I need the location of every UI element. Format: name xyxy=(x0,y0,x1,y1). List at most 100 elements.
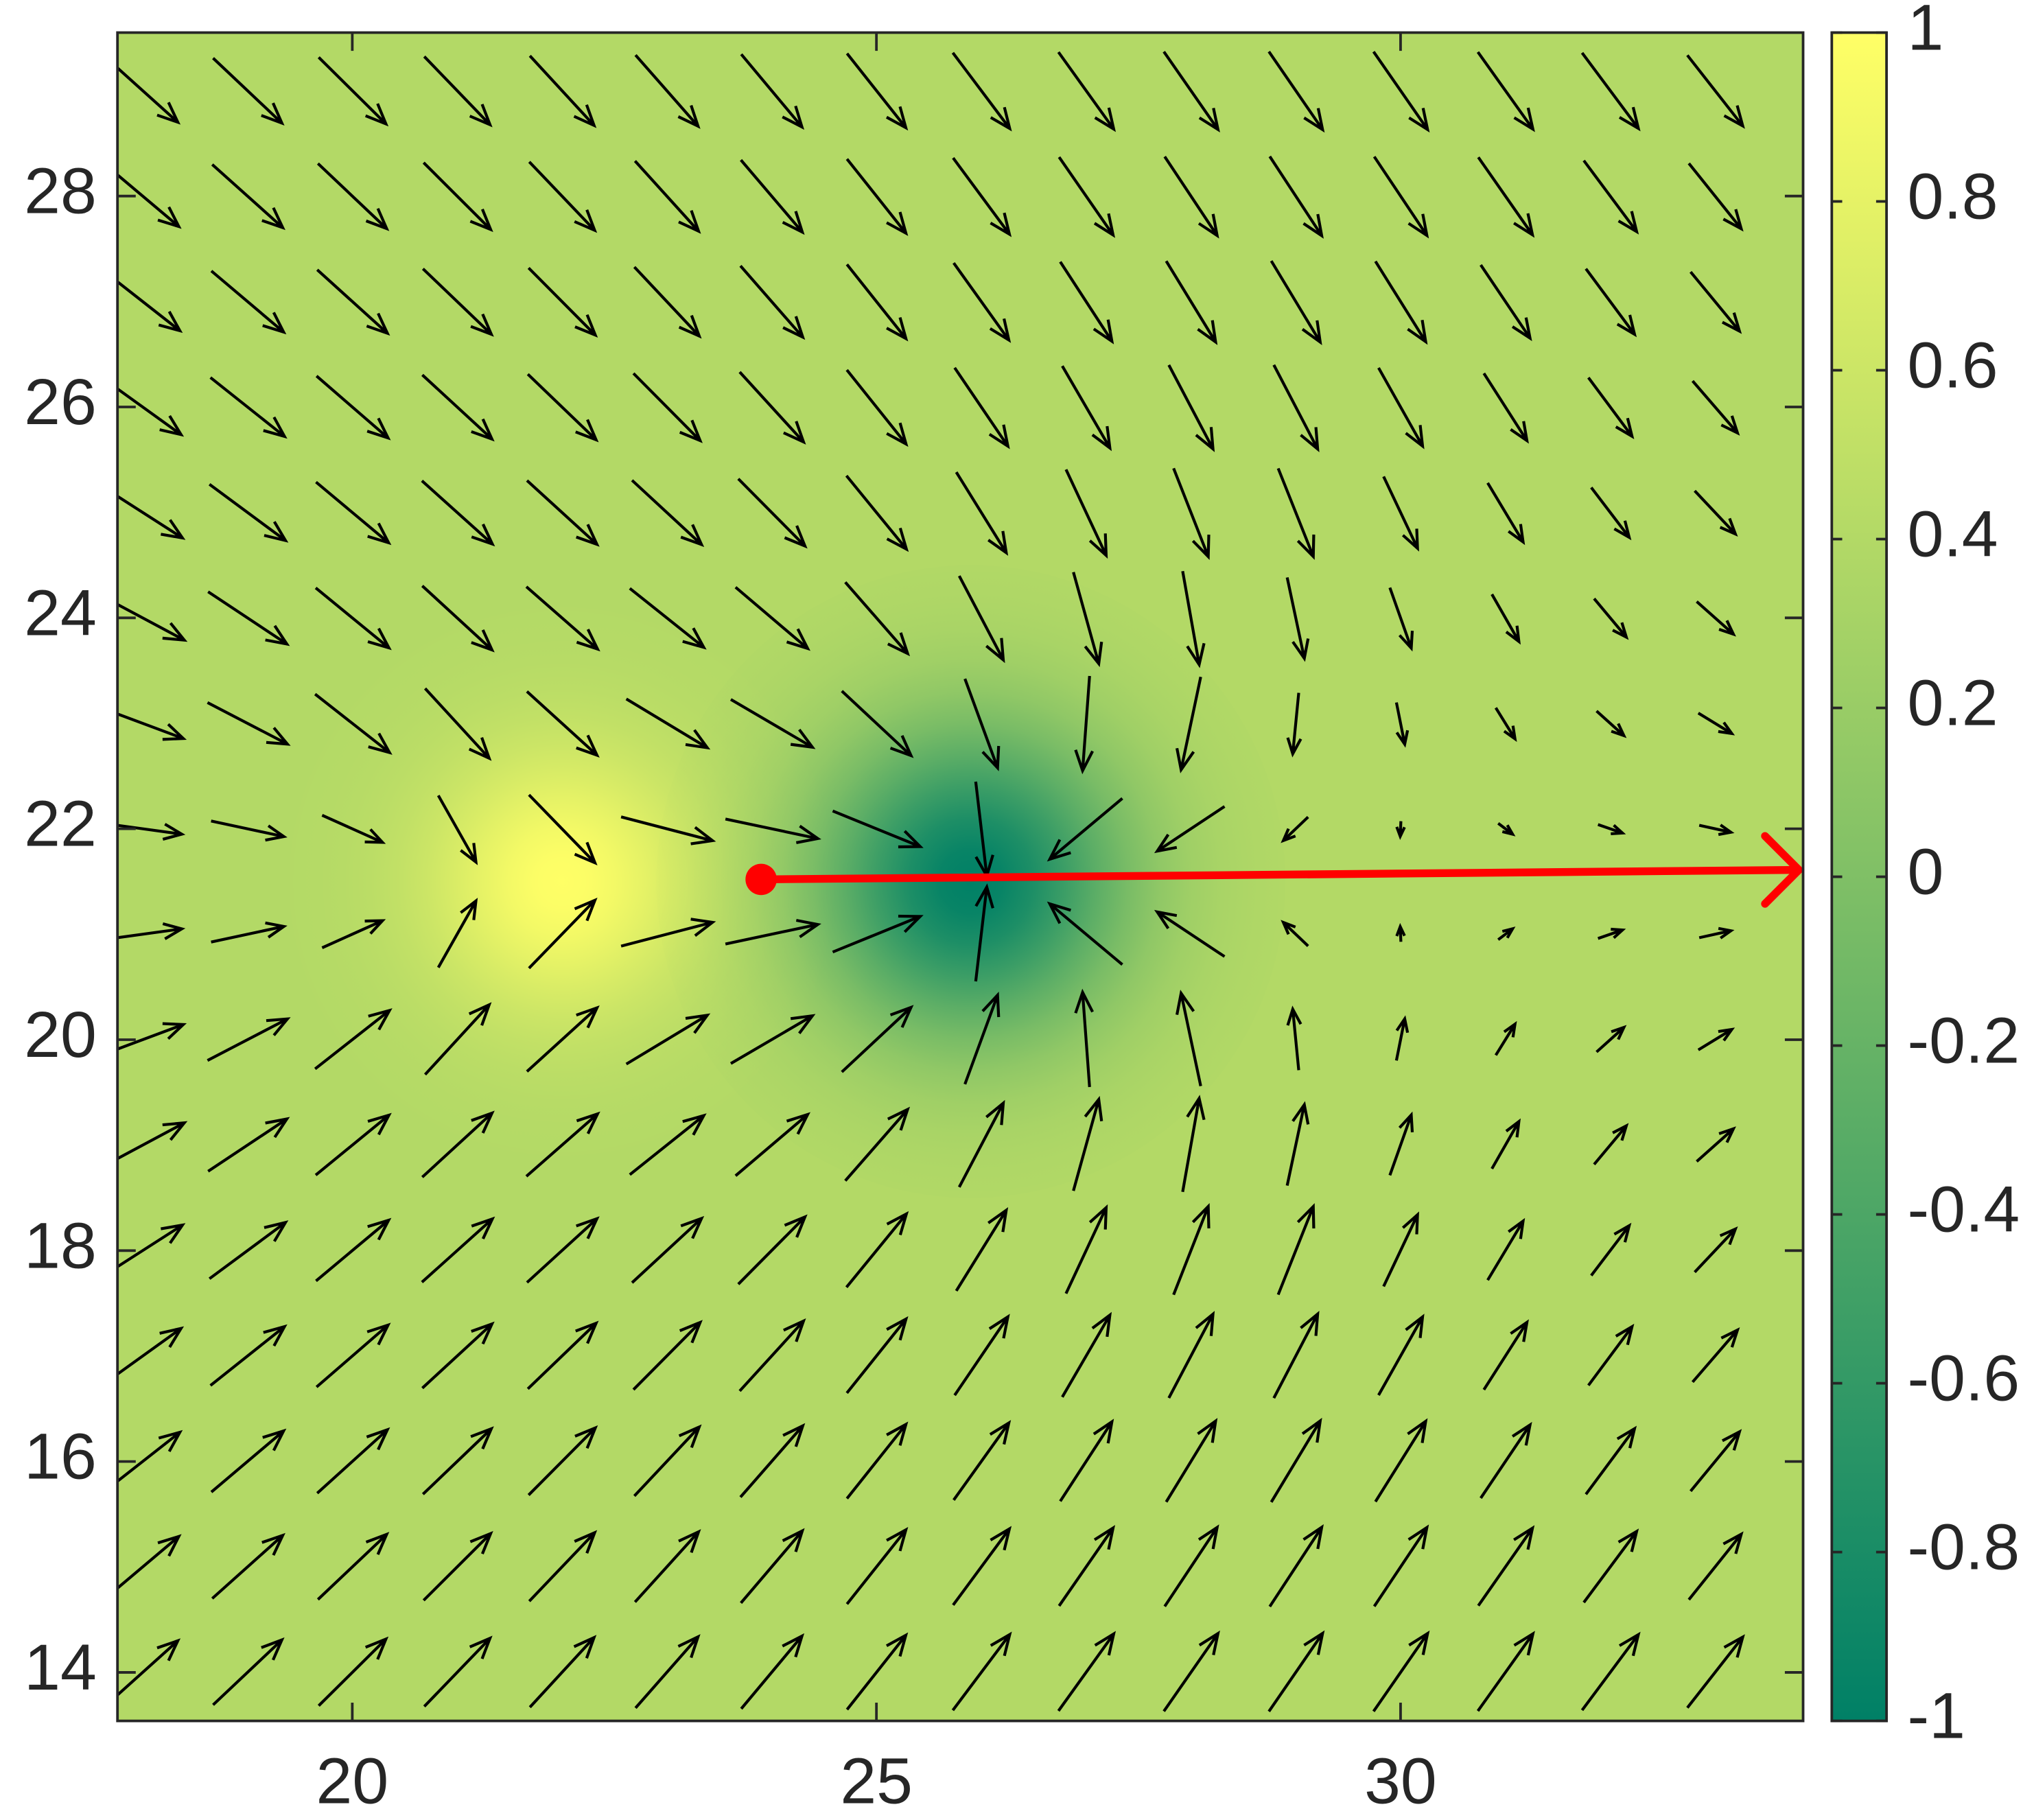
quiver-arrow xyxy=(633,1529,701,1603)
trajectory xyxy=(761,865,1799,884)
quiver-arrow xyxy=(526,373,599,443)
quiver-arrow xyxy=(317,1636,389,1707)
quiver-arrow xyxy=(1696,1126,1736,1163)
quiver-arrow xyxy=(315,480,392,546)
quiver-arrow xyxy=(1064,1204,1108,1294)
x-tick-label: 25 xyxy=(840,1745,913,1818)
quiver-arrow xyxy=(1272,364,1320,452)
quiver-arrow xyxy=(1394,702,1410,748)
quiver-arrow xyxy=(1286,1005,1302,1071)
quiver-arrow xyxy=(1372,51,1430,133)
quiver-arrow xyxy=(527,266,598,338)
quiver-arrow xyxy=(209,1324,288,1387)
colorbar-tick-label: 1 xyxy=(1908,0,1944,65)
quiver-arrow xyxy=(1690,270,1742,334)
quiver-arrow xyxy=(528,897,598,970)
quiver-arrow xyxy=(1480,1421,1532,1500)
quiver-arrow xyxy=(422,1530,493,1602)
quiver-arrow xyxy=(1587,1323,1635,1386)
quiver-arrow xyxy=(1374,260,1428,345)
quiver-arrow xyxy=(421,268,494,337)
quiver-arrow xyxy=(315,375,391,441)
trajectory-start xyxy=(745,863,777,896)
quiver-arrow xyxy=(737,1214,808,1285)
quiver-arrow xyxy=(1154,909,1226,958)
quiver-arrow xyxy=(421,1110,495,1178)
quiver-arrow xyxy=(845,369,909,447)
quiver-arrow xyxy=(1047,901,1123,966)
x-tick-label: 20 xyxy=(316,1745,389,1818)
quiver-arrow xyxy=(1167,364,1215,452)
quiver-arrow xyxy=(528,54,597,128)
quiver-arrow xyxy=(526,1005,600,1073)
quiver-arrow xyxy=(1476,1631,1535,1712)
quiver-arrow xyxy=(422,161,493,233)
quiver-arrow xyxy=(1482,372,1529,444)
quiver-arrow xyxy=(314,587,392,651)
quiver-arrow xyxy=(625,1013,711,1066)
colorbar-tick-label: 0.4 xyxy=(1908,498,1998,571)
quiver-arrow xyxy=(620,815,716,845)
quiver-arrow xyxy=(952,156,1012,237)
quiver-arrow xyxy=(845,1632,909,1711)
quiver-arrow xyxy=(633,266,702,339)
quiver-arrow xyxy=(527,1425,598,1496)
quiver-arrow xyxy=(1059,1419,1114,1502)
quiver-arrow xyxy=(1697,1027,1735,1051)
quiver-arrow xyxy=(1162,51,1220,133)
colorbar-tick-label: 0.6 xyxy=(1908,329,1998,402)
quiver-arrow xyxy=(739,265,806,340)
colorbar-tick-label: 0 xyxy=(1908,836,1944,909)
quiver-arrow xyxy=(953,1314,1010,1397)
quiver-arrow xyxy=(526,690,600,758)
quiver-arrow xyxy=(844,1106,911,1182)
quiver-arrow xyxy=(1691,1327,1740,1384)
quiver-arrow xyxy=(314,1008,393,1071)
quiver-arrow xyxy=(740,53,805,130)
quiver-arrow xyxy=(117,387,185,437)
quiver-arrow xyxy=(1388,587,1414,652)
quiver-arrow xyxy=(974,883,994,982)
quiver-arrow xyxy=(421,373,495,442)
quiver-arrow xyxy=(1491,593,1521,645)
quiver-arrow xyxy=(1268,1524,1324,1608)
quiver-arrow xyxy=(841,690,914,758)
quiver-arrow xyxy=(317,56,389,127)
y-tick-label: 14 xyxy=(24,1631,97,1704)
quiver-arrow xyxy=(634,54,701,129)
quiver-arrow xyxy=(1382,1211,1419,1287)
quiver-arrow xyxy=(1590,487,1632,541)
quiver-arrow xyxy=(1372,1630,1430,1712)
quiver-arrow xyxy=(845,474,909,552)
quiver-arrow xyxy=(951,1631,1012,1712)
quiver-arrow xyxy=(1377,366,1425,450)
quiver-arrow xyxy=(526,479,600,547)
quiver-arrow xyxy=(1582,159,1639,235)
quiver-arrow xyxy=(117,823,186,841)
quiver-arrow xyxy=(1698,926,1735,940)
quiver-arrow xyxy=(1268,155,1324,239)
quiver-arrow xyxy=(207,590,290,646)
quiver-arrow xyxy=(315,1322,391,1388)
quiver-arrow xyxy=(207,1017,291,1062)
quiver-arrow xyxy=(1276,1203,1316,1296)
quiver-arrow xyxy=(1377,1314,1425,1396)
quiver-arrow xyxy=(1582,1528,1639,1604)
colorbar-tick-label: -0.2 xyxy=(1908,1005,2020,1077)
quiver-arrow xyxy=(1593,597,1629,640)
quiver-arrow xyxy=(952,1420,1012,1501)
quiver-arrow xyxy=(1270,260,1322,346)
quiver-arrow xyxy=(1167,1311,1215,1399)
quiver-arrow xyxy=(423,1635,493,1708)
quiver-arrow xyxy=(117,494,186,540)
quiver-arrow xyxy=(1580,1631,1641,1712)
quiver-arrow xyxy=(210,1428,287,1493)
quiver-arrow xyxy=(1595,710,1627,738)
quiver-arrow xyxy=(316,268,390,336)
quiver-arrow xyxy=(738,1318,806,1392)
quiver-arrow xyxy=(525,1111,600,1178)
quiver-arrow xyxy=(734,586,811,651)
quiver-arrow xyxy=(845,158,909,236)
quiver-arrow xyxy=(1590,1222,1632,1276)
quiver-arrow xyxy=(1272,1310,1320,1399)
